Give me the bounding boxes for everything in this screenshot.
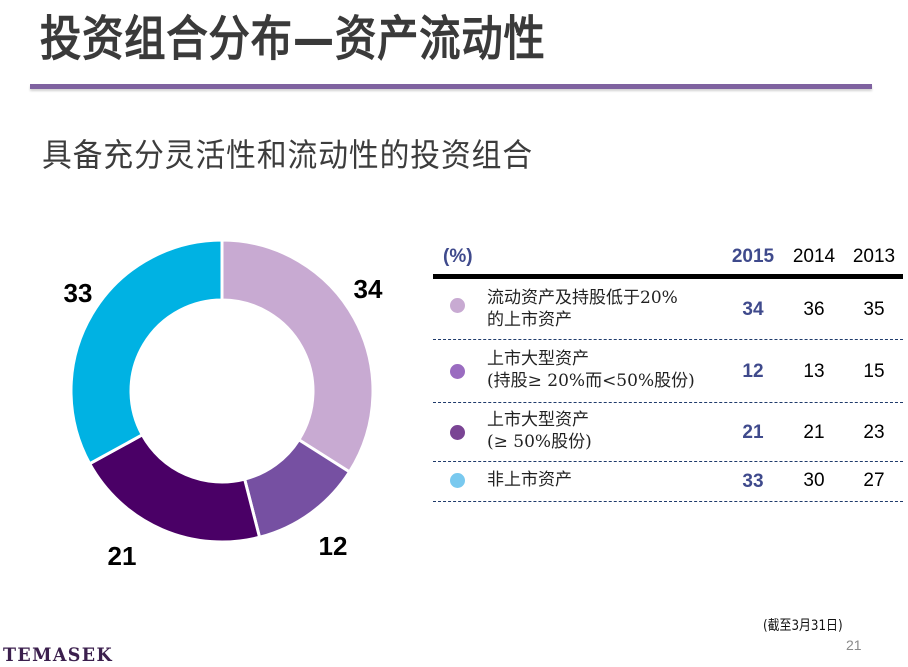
value-2014: 36 (803, 299, 825, 320)
table-header: (%) 2015 2014 2013 (433, 240, 903, 274)
value-2013: 27 (863, 470, 885, 491)
table-row: 非上市资产 33 30 27 (433, 462, 903, 502)
row-label-line1: 上市大型资产 (487, 410, 589, 430)
donut-chart: 34 12 21 33 (64, 238, 383, 571)
row-label-line2: 的上市资产 (487, 310, 572, 330)
slice-data-label: 12 (319, 531, 348, 561)
bullet-icon (450, 298, 465, 313)
table-row: 流动资产及持股低于20% 的上市资产 34 36 35 (433, 279, 903, 340)
bullet-icon (450, 473, 465, 488)
row-label-line2: (持股≥ 20%而<50%股份) (487, 371, 695, 391)
row-label: 上市大型资产 (≥ 50%股份) (487, 409, 592, 453)
row-label-line1: 非上市资产 (487, 470, 572, 490)
slice-data-label: 21 (108, 541, 137, 571)
value-2013: 35 (863, 299, 885, 320)
header-rule (433, 274, 903, 279)
column-header-2015: 2015 (731, 246, 775, 267)
row-label: 流动资产及持股低于20% 的上市资产 (487, 287, 678, 331)
value-2014: 30 (803, 470, 825, 491)
unit-label: (%) (443, 246, 473, 267)
row-label: 非上市资产 (487, 469, 572, 491)
table-row: 上市大型资产 (≥ 50%股份) 21 21 23 (433, 403, 903, 462)
page-title: 投资组合分布—资产流动性 (40, 11, 546, 67)
slice-data-label: 33 (64, 278, 93, 308)
date-footnote: (截至3月31日) (763, 618, 843, 634)
page-number: 21 (846, 637, 862, 653)
column-header-2014: 2014 (792, 246, 836, 267)
row-label-line1: 上市大型资产 (487, 349, 589, 369)
value-2013: 23 (863, 422, 885, 443)
bullet-icon (450, 425, 465, 440)
bullet-icon (450, 364, 465, 379)
row-label: 上市大型资产 (持股≥ 20%而<50%股份) (487, 348, 695, 392)
value-2013: 15 (863, 361, 885, 382)
title-divider (30, 84, 872, 89)
row-label-line2: (≥ 50%股份) (487, 432, 592, 452)
donut-slice (69, 238, 224, 466)
value-2015: 12 (742, 361, 764, 382)
slice-data-label: 34 (354, 274, 383, 304)
column-header-2013: 2013 (852, 246, 896, 267)
value-2014: 21 (803, 422, 825, 443)
table-row: 上市大型资产 (持股≥ 20%而<50%股份) 12 13 15 (433, 340, 903, 403)
temasek-logo: TEMASEK (3, 644, 114, 666)
row-label-line1: 流动资产及持股低于20% (487, 288, 678, 308)
value-2015: 21 (742, 422, 764, 443)
liquidity-table: (%) 2015 2014 2013 流动资产及持股低于20% 的上市资产 34… (433, 240, 903, 502)
donut-slice (220, 238, 375, 474)
value-2015: 34 (742, 299, 764, 320)
page-subtitle: 具备充分灵活性和流动性的投资组合 (42, 136, 534, 174)
value-2014: 13 (803, 361, 825, 382)
value-2015: 33 (742, 471, 764, 492)
